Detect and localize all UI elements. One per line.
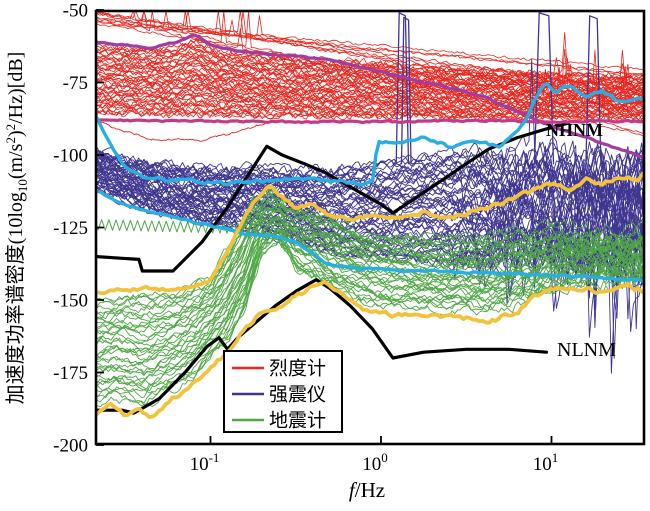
intensity-upper-envelope [95,33,645,160]
legend-label: 强震仪 [269,385,326,406]
y-tick-label: -75 [63,73,88,94]
tall-spike [400,16,412,165]
legend-label: 地震计 [269,410,326,432]
cluster-seismometer [95,188,645,408]
tall-spike [395,12,410,165]
annotation-nhnm: NHNM [546,120,603,140]
envelope-curves [95,33,645,420]
y-tick-label: -175 [53,363,88,384]
model-curve-nlnm [95,278,548,415]
seismometer-upper-envelope [95,170,645,295]
annotations: NHNM NLNM [546,120,616,361]
y-tick-label: -50 [63,1,88,22]
legend-label: 烈度计 [269,358,326,380]
plot-area [95,10,645,420]
y-tick-label: -100 [53,146,88,167]
y-tick-label: -200 [53,436,88,457]
x-tick-label: 100 [362,450,388,475]
strong-motion-upper-envelope [95,82,645,187]
noise-model-curves [95,121,571,415]
strong-motion-lower-envelope [95,188,645,284]
seismometer-lower-envelope [95,280,645,420]
model-curve-nhnm [95,121,571,273]
x-tick-label: 10-1 [190,450,220,475]
legend-box [223,350,343,433]
y-axis-title: 加速度功率谱密度(10log10(m/s2)2/Hz)[dB] [3,52,30,405]
x-tick-label: 101 [533,450,559,475]
axes: -50 -75 -100 -125 -150 -175 -200 10-1 100 101 f/Hz… [3,1,646,502]
annotation-nlnm: NLNM [557,339,616,361]
x-axis-title: f/Hz [349,478,385,502]
legend-item: 强震仪 [232,385,326,406]
y-tick-label: -125 [53,218,88,239]
intensity-lower-envelope [95,118,645,125]
red-low-outlier [95,119,266,142]
y-tick-label: -150 [53,291,88,312]
legend-item: 地震计 [232,410,326,432]
legend-item: 烈度计 [232,358,326,380]
